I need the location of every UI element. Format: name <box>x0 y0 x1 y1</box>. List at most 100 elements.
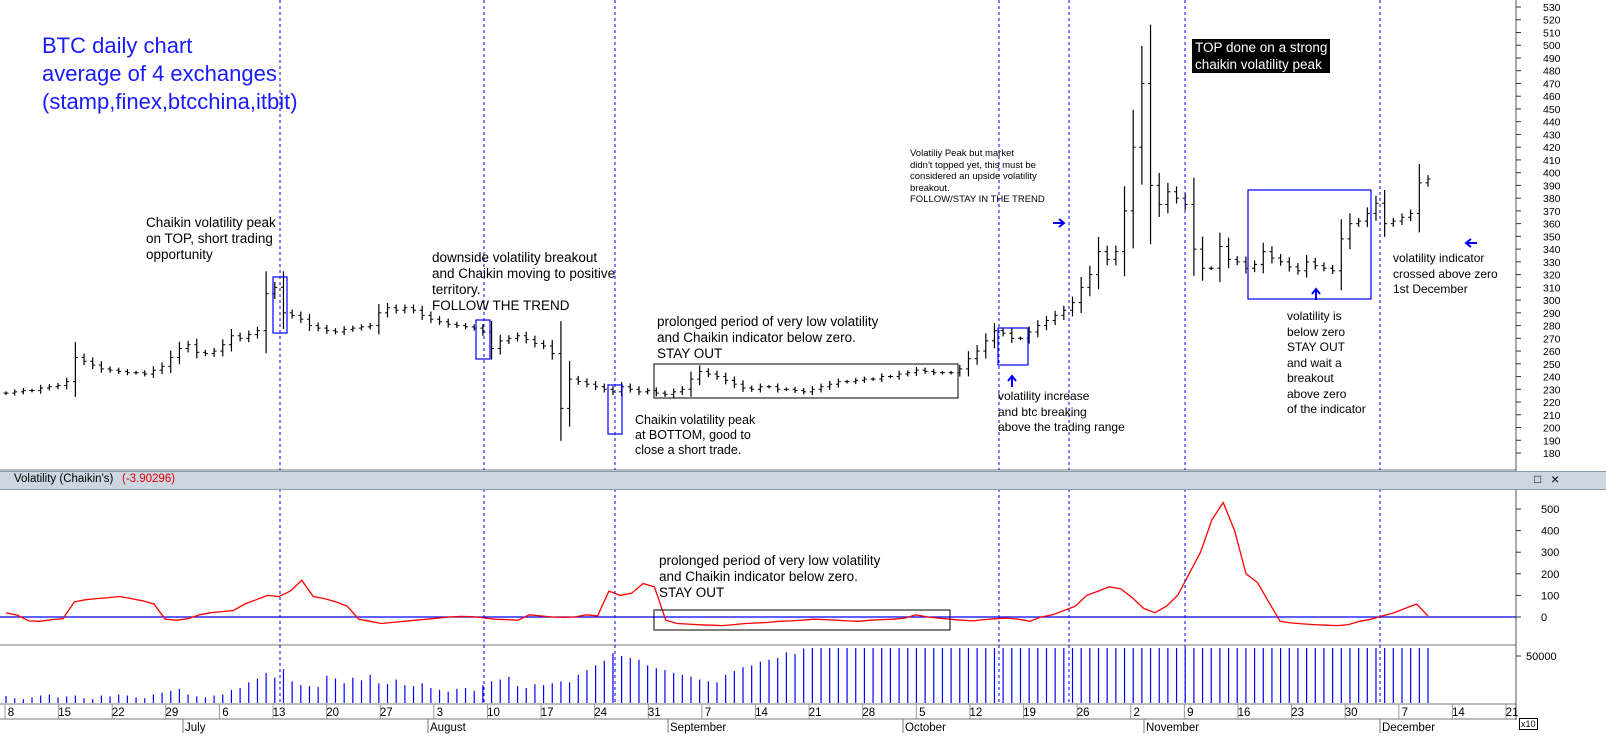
volatility-tick-label: 200 <box>1541 569 1559 581</box>
price-tick-label: 380 <box>1543 193 1561 205</box>
month-label: August <box>430 722 467 734</box>
date-tick-label: 28 <box>862 707 875 719</box>
price-tick-label: 410 <box>1543 155 1561 167</box>
price-tick-label: 210 <box>1543 410 1561 422</box>
date-tick-label: 7 <box>705 707 711 719</box>
indicator-name: Volatility (Chaikin's) <box>14 473 114 485</box>
price-tick-label: 320 <box>1543 270 1561 282</box>
price-tick-label: 250 <box>1543 359 1561 371</box>
maximize-panel-button[interactable]: □ <box>1534 472 1542 486</box>
price-tick-label: 510 <box>1543 27 1561 39</box>
month-label: October <box>905 722 946 734</box>
price-tick-label: 430 <box>1543 129 1561 141</box>
volatility-tick-label: 100 <box>1541 590 1559 602</box>
date-tick-label: 15 <box>58 707 71 719</box>
date-tick-label: 19 <box>1023 707 1036 719</box>
prolonged-indicator-note: prolonged period of very low volatility … <box>659 553 881 600</box>
title-line: BTC daily chart <box>42 33 193 58</box>
crossed-above-zero-note: volatility indicator crossed above zero … <box>1393 251 1498 296</box>
up-arrow-icon <box>1311 287 1321 300</box>
price-tick-label: 340 <box>1543 244 1561 256</box>
price-tick-label: 330 <box>1543 257 1561 269</box>
price-tick-label: 390 <box>1543 180 1561 192</box>
date-tick-label: 21 <box>1506 707 1519 719</box>
top-peak-note: Chaikin volatility peak on TOP, short tr… <box>146 215 276 262</box>
low-volatility-box <box>653 609 951 631</box>
price-tick-label: 450 <box>1543 104 1561 116</box>
price-tick-label: 290 <box>1543 308 1561 320</box>
volatility-tick-label: 0 <box>1541 612 1547 624</box>
date-tick-label: 24 <box>594 707 607 719</box>
top-done-note: TOP done on a strong chaikin volatility … <box>1192 39 1331 73</box>
date-tick-label: 31 <box>648 707 661 719</box>
price-tick-label: 520 <box>1543 15 1561 27</box>
volatility-line <box>5 501 1429 627</box>
price-tick-label: 360 <box>1543 219 1561 231</box>
downside-box <box>475 319 491 360</box>
date-tick-label: 10 <box>487 707 500 719</box>
price-tick-label: 470 <box>1543 78 1561 90</box>
price-tick-label: 300 <box>1543 295 1561 307</box>
price-tick-label: 180 <box>1543 448 1561 460</box>
date-tick-label: 20 <box>326 707 339 719</box>
title-line: (stamp,finex,btcchina,itbit) <box>42 89 298 114</box>
volume-tick-label: 50000 <box>1526 651 1557 663</box>
price-tick-label: 230 <box>1543 384 1561 396</box>
below-zero-note: volatility is below zero STAY OUT and wa… <box>1287 309 1366 416</box>
date-tick-label: 13 <box>273 707 286 719</box>
price-tick-label: 480 <box>1543 66 1561 78</box>
date-tick-label: 3 <box>437 707 443 719</box>
date-tick-label: 23 <box>1291 707 1304 719</box>
price-tick-label: 490 <box>1543 53 1561 65</box>
date-tick-label: 30 <box>1345 707 1358 719</box>
volatility-increase-note: volatility increase and btc breaking abo… <box>998 389 1125 434</box>
volatility-tick-label: 400 <box>1541 526 1559 538</box>
price-tick-label: 400 <box>1543 168 1561 180</box>
date-tick-label: 22 <box>112 707 125 719</box>
upside-breakout-note: Volatiliy Peak but market didn't topped … <box>910 148 1045 205</box>
bottom-peak-note: Chaikin volatility peak at BOTTOM, good … <box>635 413 756 457</box>
right-arrow-icon <box>1053 218 1066 228</box>
price-tick-label: 190 <box>1543 435 1561 447</box>
date-tick-label: 2 <box>1134 707 1140 719</box>
price-tick-label: 460 <box>1543 91 1561 103</box>
month-label: July <box>185 722 206 734</box>
date-tick-label: 5 <box>919 707 925 719</box>
date-tick-label: 17 <box>541 707 554 719</box>
price-tick-label: 270 <box>1543 333 1561 345</box>
date-tick-label: 16 <box>1238 707 1251 719</box>
date-tick-label: 9 <box>1187 707 1193 719</box>
up-arrow-icon <box>1007 374 1017 387</box>
price-tick-label: 200 <box>1543 423 1561 435</box>
price-tick-label: 240 <box>1543 372 1561 384</box>
price-tick-label: 350 <box>1543 231 1561 243</box>
title-line: average of 4 exchanges <box>42 61 277 86</box>
month-label: December <box>1382 722 1435 734</box>
price-tick-label: 280 <box>1543 321 1561 333</box>
date-tick-label: 26 <box>1077 707 1090 719</box>
indicator-value: (-3.90296) <box>122 473 176 485</box>
volatility-tick-label: 300 <box>1541 547 1559 559</box>
volatility-tick-label: 500 <box>1541 504 1559 516</box>
volume-multiplier: x10 <box>1519 718 1538 730</box>
month-label: September <box>670 722 726 734</box>
main-title: BTC daily chart average of 4 exchanges (… <box>42 32 298 116</box>
date-tick-label: 21 <box>809 707 822 719</box>
price-tick-label: 500 <box>1543 40 1561 52</box>
close-panel-button[interactable]: × <box>1551 471 1560 487</box>
date-tick-label: 14 <box>1452 707 1465 719</box>
downside-breakout-note: downside volatility breakout and Chaikin… <box>432 250 616 313</box>
price-tick-label: 370 <box>1543 206 1561 218</box>
date-tick-label: 14 <box>755 707 768 719</box>
left-arrow-icon <box>1464 238 1477 248</box>
date-tick-label: 12 <box>970 707 983 719</box>
price-tick-label: 420 <box>1543 142 1561 154</box>
date-tick-label: 7 <box>1402 707 1408 719</box>
price-tick-label: 440 <box>1543 117 1561 129</box>
date-tick-label: 6 <box>222 707 228 719</box>
price-tick-label: 310 <box>1543 282 1561 294</box>
date-tick-label: 29 <box>165 707 178 719</box>
month-label: November <box>1146 722 1199 734</box>
price-tick-label: 220 <box>1543 397 1561 409</box>
